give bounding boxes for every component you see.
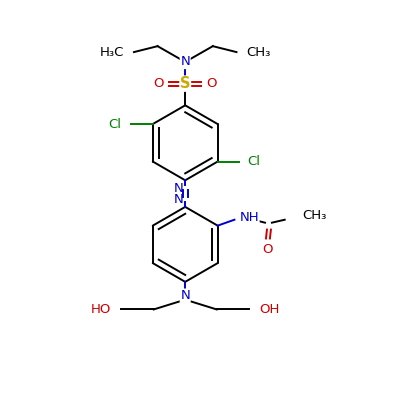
Text: Cl: Cl bbox=[108, 118, 121, 130]
Text: HO: HO bbox=[91, 303, 111, 316]
Text: CH₃: CH₃ bbox=[246, 46, 271, 58]
Text: S: S bbox=[180, 76, 190, 91]
Text: N: N bbox=[174, 192, 183, 206]
Text: OH: OH bbox=[259, 303, 280, 316]
Text: NH: NH bbox=[239, 211, 259, 224]
Text: O: O bbox=[153, 77, 164, 90]
Text: N: N bbox=[174, 182, 183, 195]
Text: N: N bbox=[180, 56, 190, 68]
Text: Cl: Cl bbox=[247, 155, 260, 168]
Text: CH₃: CH₃ bbox=[302, 209, 327, 222]
Text: O: O bbox=[206, 77, 217, 90]
Text: H₃C: H₃C bbox=[100, 46, 124, 58]
Text: O: O bbox=[263, 243, 273, 256]
Text: N: N bbox=[180, 289, 190, 302]
